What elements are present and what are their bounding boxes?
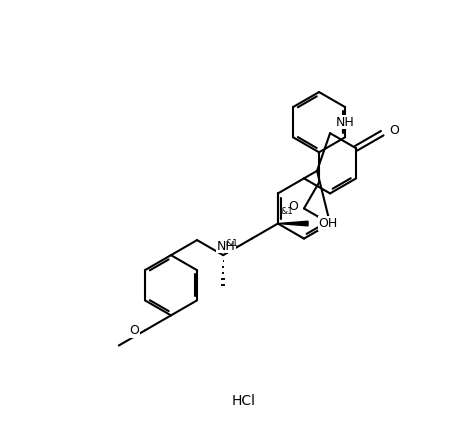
Text: O: O	[389, 124, 399, 137]
Text: NH: NH	[336, 115, 355, 129]
Text: OH: OH	[318, 217, 338, 230]
Text: HCl: HCl	[232, 394, 256, 408]
Text: &1: &1	[280, 207, 293, 216]
Text: &1: &1	[226, 239, 238, 248]
Text: O: O	[288, 199, 298, 213]
Text: NH: NH	[216, 240, 235, 253]
Polygon shape	[278, 221, 308, 226]
Text: O: O	[129, 324, 139, 337]
